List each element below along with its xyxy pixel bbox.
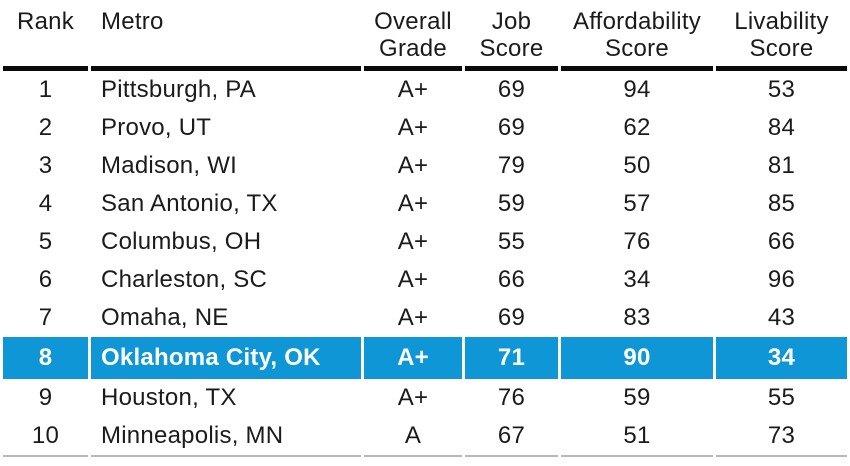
table-header: Rank Metro Overall Grade Job Score Affor… (3, 2, 847, 71)
table-row-highlighted: 8 Oklahoma City, OK A+ 71 90 34 (3, 337, 847, 379)
cell-affordability-score: 50 (623, 152, 651, 179)
column-header-overall-grade: Overall Grade (364, 2, 462, 71)
cell-rank: 3 (38, 152, 53, 179)
cell-metro: Provo, UT (101, 114, 212, 141)
cell-metro: Houston, TX (101, 384, 237, 411)
cell-overall-grade: A+ (397, 228, 429, 255)
table-row: 3 Madison, WI A+ 79 50 81 (3, 147, 847, 185)
cell-rank: 9 (38, 384, 53, 411)
table-row: 10 Minneapolis, MN A 67 51 73 (3, 417, 847, 457)
cell-livability-score: 55 (767, 384, 796, 411)
cell-affordability-score: 59 (623, 384, 651, 411)
cell-overall-grade: A+ (397, 384, 429, 411)
cell-affordability-score: 57 (623, 190, 651, 217)
cell-rank: 2 (38, 114, 53, 141)
cell-livability-score: 73 (716, 417, 847, 457)
table-row: 4 San Antonio, TX A+ 59 57 85 (3, 185, 847, 223)
cell-affordability-score: 83 (623, 304, 651, 331)
cell-job-score: 67 (465, 417, 558, 457)
column-header-affordability-score: Affordability Score (561, 2, 713, 71)
cell-affordability-score: 90 (561, 337, 713, 379)
cell-affordability-score: 76 (623, 228, 651, 255)
cell-livability-score: 53 (767, 76, 796, 103)
cell-metro: Omaha, NE (101, 304, 229, 331)
cell-affordability-score: 34 (623, 266, 651, 293)
table-body: 1 Pittsburgh, PA A+ 69 94 53 2 Provo, UT… (3, 71, 847, 457)
column-header-rank: Rank (3, 2, 88, 71)
cell-metro: Madison, WI (101, 152, 238, 179)
cell-metro: Pittsburgh, PA (101, 76, 256, 103)
cell-job-score: 66 (497, 266, 526, 293)
cell-rank: 10 (3, 417, 88, 457)
cell-overall-grade: A+ (397, 190, 429, 217)
metro-ranking-table: Rank Metro Overall Grade Job Score Affor… (0, 2, 850, 457)
table-row: 5 Columbus, OH A+ 55 76 66 (3, 223, 847, 261)
cell-job-score: 69 (497, 304, 526, 331)
cell-overall-grade: A (364, 417, 462, 457)
cell-job-score: 69 (497, 114, 526, 141)
table-row: 7 Omaha, NE A+ 69 83 43 (3, 299, 847, 337)
column-header-metro: Metro (91, 2, 361, 71)
cell-overall-grade: A+ (364, 337, 462, 379)
cell-job-score: 79 (497, 152, 526, 179)
cell-overall-grade: A+ (397, 266, 429, 293)
header-row: Rank Metro Overall Grade Job Score Affor… (3, 2, 847, 71)
cell-overall-grade: A+ (397, 114, 429, 141)
cell-metro: Columbus, OH (101, 228, 262, 255)
cell-metro: San Antonio, TX (101, 190, 278, 217)
cell-livability-score: 85 (767, 190, 796, 217)
table-row: 2 Provo, UT A+ 69 62 84 (3, 109, 847, 147)
cell-job-score: 59 (497, 190, 526, 217)
cell-affordability-score: 62 (623, 114, 651, 141)
column-header-livability-score: Livability Score (716, 2, 847, 71)
cell-job-score: 69 (497, 76, 526, 103)
cell-livability-score: 66 (767, 228, 796, 255)
cell-metro: Oklahoma City, OK (91, 337, 361, 379)
cell-rank: 1 (38, 76, 53, 103)
cell-affordability-score: 51 (561, 417, 713, 457)
cell-rank: 5 (38, 228, 53, 255)
cell-overall-grade: A+ (397, 304, 429, 331)
table-row: 6 Charleston, SC A+ 66 34 96 (3, 261, 847, 299)
cell-rank: 4 (38, 190, 53, 217)
table-row: 1 Pittsburgh, PA A+ 69 94 53 (3, 71, 847, 109)
cell-livability-score: 81 (767, 152, 796, 179)
cell-job-score: 55 (497, 228, 526, 255)
column-header-job-score: Job Score (465, 2, 558, 71)
cell-livability-score: 43 (767, 304, 796, 331)
cell-overall-grade: A+ (397, 152, 429, 179)
cell-job-score: 76 (497, 384, 526, 411)
table-row: 9 Houston, TX A+ 76 59 55 (3, 379, 847, 417)
cell-livability-score: 34 (716, 337, 847, 379)
cell-overall-grade: A+ (397, 76, 429, 103)
cell-rank: 8 (3, 337, 88, 379)
cell-livability-score: 84 (767, 114, 796, 141)
cell-livability-score: 96 (767, 266, 796, 293)
cell-affordability-score: 94 (623, 76, 651, 103)
cell-metro: Charleston, SC (101, 266, 268, 293)
cell-metro: Minneapolis, MN (91, 417, 361, 457)
cell-rank: 6 (38, 266, 53, 293)
cell-rank: 7 (38, 304, 53, 331)
cell-job-score: 71 (465, 337, 558, 379)
